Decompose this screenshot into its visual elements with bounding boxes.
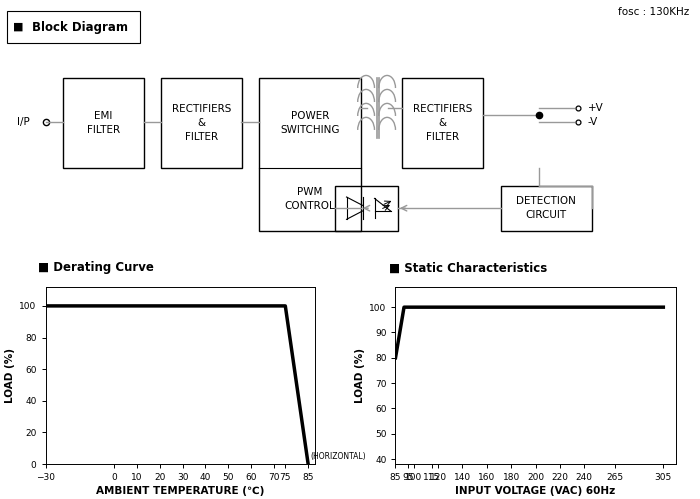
Bar [63,78,144,168]
Text: fosc : 130KHz: fosc : 130KHz [618,7,690,17]
Text: ■ Derating Curve: ■ Derating Curve [38,261,155,274]
Text: ■: ■ [13,22,23,32]
Text: RECTIFIERS
&
FILTER: RECTIFIERS & FILTER [172,104,231,142]
Text: (HORIZONTAL): (HORIZONTAL) [310,452,366,461]
Text: -V: -V [588,117,598,127]
Text: +V: +V [588,103,603,113]
Y-axis label: LOAD (%): LOAD (%) [5,348,15,403]
Text: POWER
SWITCHING: POWER SWITCHING [280,111,340,135]
X-axis label: INPUT VOLTAGE (VAC) 60Hz: INPUT VOLTAGE (VAC) 60Hz [456,486,615,497]
Bar [500,186,592,231]
Text: PWM
CONTROL: PWM CONTROL [284,187,335,211]
Bar [259,78,360,231]
Text: RECTIFIERS
&
FILTER: RECTIFIERS & FILTER [413,104,473,142]
Text: DETECTION
CIRCUIT: DETECTION CIRCUIT [516,196,576,220]
FancyBboxPatch shape [7,11,140,43]
Text: ■ Static Characteristics: ■ Static Characteristics [389,261,547,274]
Bar [402,78,483,168]
Text: Block Diagram: Block Diagram [32,20,128,33]
Text: EMI
FILTER: EMI FILTER [87,111,120,135]
Y-axis label: LOAD (%): LOAD (%) [355,348,365,403]
Text: I/P: I/P [18,117,30,127]
X-axis label: AMBIENT TEMPERATURE (℃): AMBIENT TEMPERATURE (℃) [96,486,265,497]
Bar [161,78,241,168]
Bar [335,186,398,231]
